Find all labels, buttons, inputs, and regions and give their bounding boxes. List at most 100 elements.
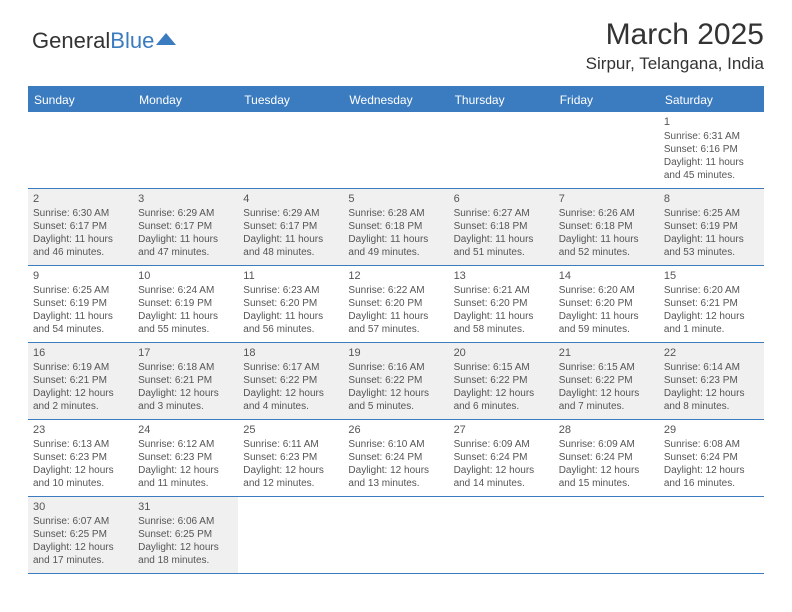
day-number: 18	[243, 346, 338, 360]
weekday-header: Monday	[133, 88, 238, 112]
day-number: 2	[33, 192, 128, 206]
sunrise-text: Sunrise: 6:30 AM	[33, 207, 128, 220]
sunrise-text: Sunrise: 6:31 AM	[664, 130, 759, 143]
daylight-text: Daylight: 12 hours and 1 minute.	[664, 310, 759, 336]
day-cell: 3Sunrise: 6:29 AMSunset: 6:17 PMDaylight…	[133, 189, 238, 265]
day-cell	[133, 112, 238, 188]
day-cell	[449, 112, 554, 188]
day-cell: 7Sunrise: 6:26 AMSunset: 6:18 PMDaylight…	[554, 189, 659, 265]
weekday-header: Friday	[554, 88, 659, 112]
day-cell: 10Sunrise: 6:24 AMSunset: 6:19 PMDayligh…	[133, 266, 238, 342]
logo-text-blue: Blue	[110, 28, 154, 54]
day-cell: 19Sunrise: 6:16 AMSunset: 6:22 PMDayligh…	[343, 343, 448, 419]
daylight-text: Daylight: 11 hours and 54 minutes.	[33, 310, 128, 336]
sunset-text: Sunset: 6:22 PM	[243, 374, 338, 387]
sunrise-text: Sunrise: 6:28 AM	[348, 207, 443, 220]
sunset-text: Sunset: 6:20 PM	[243, 297, 338, 310]
sunset-text: Sunset: 6:18 PM	[454, 220, 549, 233]
day-cell	[554, 497, 659, 573]
sunset-text: Sunset: 6:20 PM	[348, 297, 443, 310]
sunrise-text: Sunrise: 6:25 AM	[664, 207, 759, 220]
day-cell: 16Sunrise: 6:19 AMSunset: 6:21 PMDayligh…	[28, 343, 133, 419]
daylight-text: Daylight: 12 hours and 18 minutes.	[138, 541, 233, 567]
sunset-text: Sunset: 6:22 PM	[559, 374, 654, 387]
daylight-text: Daylight: 12 hours and 4 minutes.	[243, 387, 338, 413]
daylight-text: Daylight: 12 hours and 7 minutes.	[559, 387, 654, 413]
weekday-header: Saturday	[659, 88, 764, 112]
day-number: 29	[664, 423, 759, 437]
daylight-text: Daylight: 11 hours and 59 minutes.	[559, 310, 654, 336]
sunset-text: Sunset: 6:24 PM	[664, 451, 759, 464]
daylight-text: Daylight: 12 hours and 12 minutes.	[243, 464, 338, 490]
daylight-text: Daylight: 11 hours and 53 minutes.	[664, 233, 759, 259]
day-number: 21	[559, 346, 654, 360]
day-cell: 23Sunrise: 6:13 AMSunset: 6:23 PMDayligh…	[28, 420, 133, 496]
daylight-text: Daylight: 11 hours and 47 minutes.	[138, 233, 233, 259]
daylight-text: Daylight: 12 hours and 2 minutes.	[33, 387, 128, 413]
sunrise-text: Sunrise: 6:13 AM	[33, 438, 128, 451]
day-number: 22	[664, 346, 759, 360]
day-number: 28	[559, 423, 654, 437]
day-number: 9	[33, 269, 128, 283]
daylight-text: Daylight: 12 hours and 3 minutes.	[138, 387, 233, 413]
day-number: 31	[138, 500, 233, 514]
daylight-text: Daylight: 12 hours and 13 minutes.	[348, 464, 443, 490]
sunrise-text: Sunrise: 6:23 AM	[243, 284, 338, 297]
sunrise-text: Sunrise: 6:20 AM	[664, 284, 759, 297]
sunset-text: Sunset: 6:22 PM	[454, 374, 549, 387]
logo: GeneralBlue	[32, 28, 176, 54]
daylight-text: Daylight: 11 hours and 52 minutes.	[559, 233, 654, 259]
sunrise-text: Sunrise: 6:24 AM	[138, 284, 233, 297]
sunrise-text: Sunrise: 6:25 AM	[33, 284, 128, 297]
day-number: 24	[138, 423, 233, 437]
sunrise-text: Sunrise: 6:29 AM	[138, 207, 233, 220]
sunrise-text: Sunrise: 6:18 AM	[138, 361, 233, 374]
weekday-header: Sunday	[28, 88, 133, 112]
daylight-text: Daylight: 12 hours and 16 minutes.	[664, 464, 759, 490]
day-number: 10	[138, 269, 233, 283]
sunrise-text: Sunrise: 6:09 AM	[559, 438, 654, 451]
day-cell: 12Sunrise: 6:22 AMSunset: 6:20 PMDayligh…	[343, 266, 448, 342]
day-number: 14	[559, 269, 654, 283]
daylight-text: Daylight: 11 hours and 48 minutes.	[243, 233, 338, 259]
sunset-text: Sunset: 6:19 PM	[664, 220, 759, 233]
day-cell: 29Sunrise: 6:08 AMSunset: 6:24 PMDayligh…	[659, 420, 764, 496]
day-number: 4	[243, 192, 338, 206]
day-cell: 22Sunrise: 6:14 AMSunset: 6:23 PMDayligh…	[659, 343, 764, 419]
sunset-text: Sunset: 6:22 PM	[348, 374, 443, 387]
daylight-text: Daylight: 11 hours and 58 minutes.	[454, 310, 549, 336]
daylight-text: Daylight: 11 hours and 57 minutes.	[348, 310, 443, 336]
day-number: 27	[454, 423, 549, 437]
week-row: 23Sunrise: 6:13 AMSunset: 6:23 PMDayligh…	[28, 420, 764, 497]
week-row: 16Sunrise: 6:19 AMSunset: 6:21 PMDayligh…	[28, 343, 764, 420]
day-number: 20	[454, 346, 549, 360]
day-number: 17	[138, 346, 233, 360]
day-cell: 24Sunrise: 6:12 AMSunset: 6:23 PMDayligh…	[133, 420, 238, 496]
sunrise-text: Sunrise: 6:11 AM	[243, 438, 338, 451]
month-title: March 2025	[586, 18, 764, 52]
day-number: 26	[348, 423, 443, 437]
calendar: Sunday Monday Tuesday Wednesday Thursday…	[28, 86, 764, 574]
day-number: 15	[664, 269, 759, 283]
sunrise-text: Sunrise: 6:15 AM	[454, 361, 549, 374]
sunset-text: Sunset: 6:21 PM	[138, 374, 233, 387]
sunrise-text: Sunrise: 6:22 AM	[348, 284, 443, 297]
sunrise-text: Sunrise: 6:07 AM	[33, 515, 128, 528]
day-cell: 5Sunrise: 6:28 AMSunset: 6:18 PMDaylight…	[343, 189, 448, 265]
day-cell	[238, 112, 343, 188]
sunset-text: Sunset: 6:19 PM	[33, 297, 128, 310]
sunrise-text: Sunrise: 6:20 AM	[559, 284, 654, 297]
sunrise-text: Sunrise: 6:19 AM	[33, 361, 128, 374]
day-cell	[659, 497, 764, 573]
day-cell: 1Sunrise: 6:31 AMSunset: 6:16 PMDaylight…	[659, 112, 764, 188]
daylight-text: Daylight: 12 hours and 15 minutes.	[559, 464, 654, 490]
day-number: 23	[33, 423, 128, 437]
day-cell: 26Sunrise: 6:10 AMSunset: 6:24 PMDayligh…	[343, 420, 448, 496]
sunrise-text: Sunrise: 6:21 AM	[454, 284, 549, 297]
day-cell: 11Sunrise: 6:23 AMSunset: 6:20 PMDayligh…	[238, 266, 343, 342]
sunrise-text: Sunrise: 6:29 AM	[243, 207, 338, 220]
sunset-text: Sunset: 6:20 PM	[454, 297, 549, 310]
day-cell: 6Sunrise: 6:27 AMSunset: 6:18 PMDaylight…	[449, 189, 554, 265]
sunset-text: Sunset: 6:19 PM	[138, 297, 233, 310]
day-number: 6	[454, 192, 549, 206]
